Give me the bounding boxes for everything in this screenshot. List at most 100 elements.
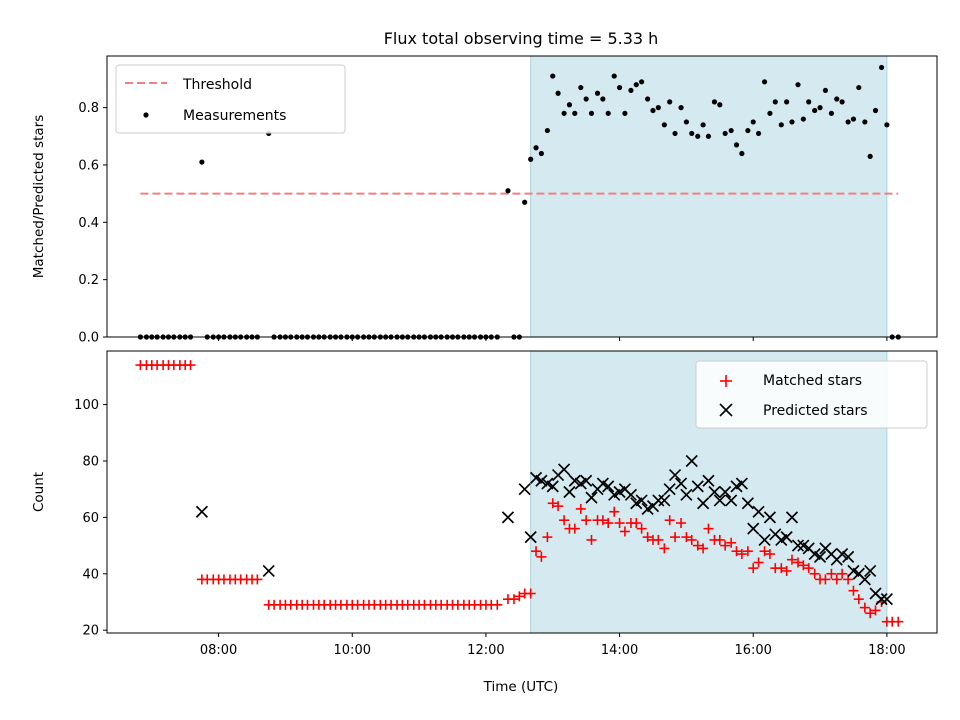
matched-star-marker (870, 605, 881, 616)
matched-star-marker (653, 534, 664, 545)
predicted-star-marker (719, 485, 732, 499)
predicted-star-marker (842, 550, 855, 563)
measurement-point (672, 130, 678, 137)
bottom-axes-frame (106, 350, 938, 634)
predicted-star-marker (602, 480, 615, 493)
predicted-star-marker (546, 480, 559, 493)
measurement-point (862, 119, 868, 125)
predicted-star-marker (697, 497, 710, 510)
measurement-point (572, 110, 578, 116)
predicted-star-marker (735, 477, 748, 490)
matched-star-marker (764, 549, 775, 560)
bottom-ticks-layer: 20 40 60 80 100 08:00 10:00 12:00 14:00 16:00 18:0… (74, 398, 905, 658)
measurement-point (789, 119, 795, 125)
matched-star-marker (759, 546, 770, 557)
legend-predicted-label: Predicted stars (763, 403, 868, 419)
measurement-point (661, 122, 667, 128)
predicted-star-marker (674, 477, 688, 490)
predicted-star-marker (624, 488, 638, 501)
matched-star-marker (597, 515, 608, 526)
measurement-point (550, 73, 556, 79)
y-tick-label: 0.8 (78, 101, 99, 116)
bottom-legend: Matched stars Predicted stars (695, 360, 928, 429)
top-y-axis-label: Matched/Predicted stars (31, 115, 47, 278)
predicted-star-marker (680, 488, 693, 501)
predicted-star-marker (747, 522, 760, 535)
measurement-point (199, 159, 205, 165)
predicted-star-marker (785, 511, 799, 524)
measurement-point (578, 84, 584, 91)
predicted-star-marker (262, 564, 275, 578)
predicted-star-marker (195, 505, 208, 518)
matched-star-marker (798, 560, 809, 571)
predicted-star-marker (691, 480, 704, 493)
predicted-star-marker (501, 511, 515, 524)
measurement-point (555, 90, 561, 96)
y-tick-label: 40 (82, 567, 99, 582)
y-tick-label: 60 (82, 511, 99, 526)
matched-star-marker (670, 532, 681, 543)
predicted-star-marker (524, 531, 537, 544)
predicted-star-marker (658, 494, 671, 507)
matched-star-marker (603, 518, 614, 529)
measurement-point (711, 99, 718, 105)
measurement-point (533, 145, 539, 151)
measurement-point (689, 130, 695, 137)
matched-star-marker (848, 585, 859, 596)
matched-star-marker (803, 563, 814, 574)
bottom-y-axis-label: Count (31, 472, 47, 512)
measurement-point (717, 102, 723, 108)
measurement-point (856, 84, 862, 91)
legend-measurements-label: Measurements (183, 108, 286, 124)
predicted-star-marker (518, 483, 531, 496)
matched-star-marker (514, 591, 525, 602)
measurement-point (817, 105, 823, 111)
matched-star-marker (742, 546, 753, 557)
measurement-point (755, 130, 762, 137)
predicted-star-marker (563, 485, 576, 499)
predicted-star-marker (663, 483, 676, 496)
matched-star-marker (531, 546, 542, 557)
bottom-panel: 20 40 60 80 100 08:00 10:00 12:00 14:00 16:00 18:0… (31, 350, 938, 695)
matched-star-marker (569, 523, 580, 534)
measurement-point (633, 82, 639, 88)
matched-star-marker (559, 515, 570, 526)
predicted-star-marker (858, 573, 871, 586)
predicted-star-marker (708, 485, 721, 499)
measurement-point (628, 87, 634, 94)
top-panel: 0.00.20.40.60.8 Matched/Predicted stars … (31, 55, 938, 346)
matched-star-marker (686, 534, 697, 545)
x-tick-label: 14:00 (601, 643, 638, 658)
predicted-star-marker (635, 494, 648, 507)
matched-star-marker (185, 360, 196, 371)
y-tick-label: 20 (82, 624, 99, 639)
matched-star-marker (525, 588, 536, 599)
matched-star-marker (536, 551, 547, 562)
matched-star-marker (893, 616, 904, 627)
predicted-star-marker (702, 474, 715, 487)
predicted-star-marker (763, 511, 777, 524)
predicted-star-marker (668, 468, 682, 482)
measurement-point (583, 96, 589, 102)
matched-star-marker (837, 568, 848, 579)
measurement-point (867, 153, 873, 159)
measurement-point (667, 99, 673, 105)
matched-star-marker (553, 501, 564, 512)
matched-star-marker (714, 534, 725, 545)
measurement-point (683, 119, 689, 125)
measurement-point (566, 102, 573, 108)
measurement-point (600, 96, 606, 102)
measurement-point (778, 122, 784, 128)
matched-star-marker (859, 602, 870, 613)
bottom-legend-box (695, 360, 928, 429)
matched-star-marker (781, 565, 792, 576)
predicted-star-marker (725, 494, 738, 507)
measurement-point (772, 99, 778, 105)
matched-star-marker (786, 554, 797, 565)
measurement-point (784, 99, 790, 105)
measurement-point (872, 107, 879, 114)
predicted-star-marker (685, 454, 698, 468)
legend-matched-swatch (720, 375, 732, 387)
matched-star-marker (698, 543, 709, 554)
matched-star-marker (542, 532, 553, 543)
